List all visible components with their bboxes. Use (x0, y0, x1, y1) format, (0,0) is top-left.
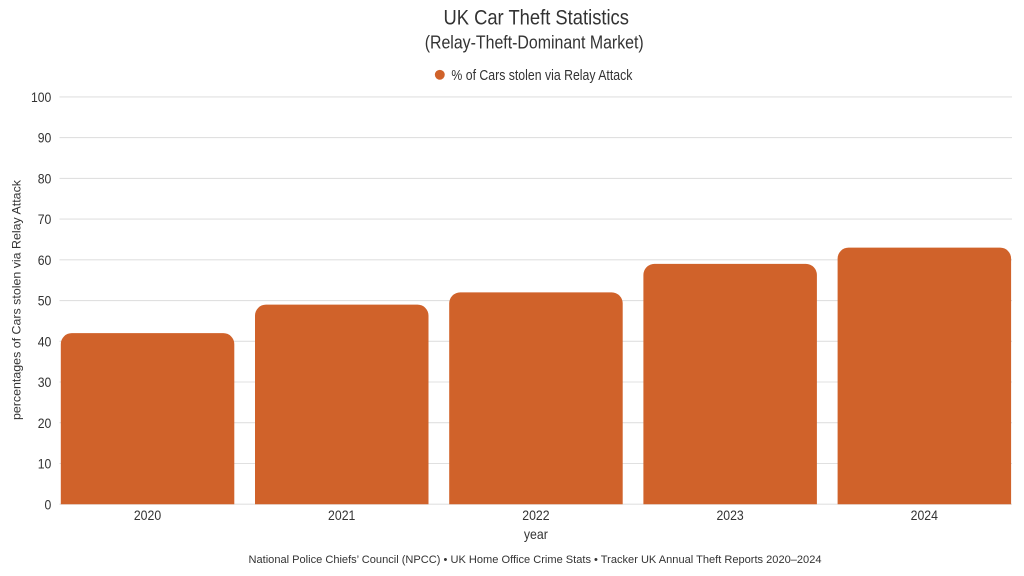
svg-text:70: 70 (38, 211, 52, 227)
svg-text:80: 80 (38, 171, 52, 187)
svg-text:2021: 2021 (328, 508, 355, 523)
svg-text:20: 20 (38, 415, 52, 431)
svg-text:(Relay-Theft-Dominant Market): (Relay-Theft-Dominant Market) (425, 33, 644, 53)
svg-text:2020: 2020 (134, 508, 162, 523)
svg-text:National Police Chiefs’ Counci: National Police Chiefs’ Council (NPCC) •… (249, 554, 822, 566)
svg-text:40: 40 (38, 333, 52, 349)
svg-text:0: 0 (45, 496, 52, 512)
svg-text:% of Cars stolen via Relay Att: % of Cars stolen via Relay Attack (451, 68, 633, 84)
svg-text:2023: 2023 (716, 508, 743, 523)
svg-text:percentages of Cars stolen via: percentages of Cars stolen via Relay Att… (10, 179, 24, 420)
svg-text:100: 100 (31, 89, 51, 105)
svg-text:year: year (524, 527, 548, 542)
svg-text:2022: 2022 (522, 508, 549, 523)
svg-text:10: 10 (38, 456, 52, 472)
svg-text:50: 50 (38, 293, 52, 309)
svg-text:90: 90 (38, 130, 52, 146)
svg-text:60: 60 (38, 252, 52, 268)
svg-text:UK Car Theft Statistics: UK Car Theft Statistics (443, 6, 629, 30)
svg-text:30: 30 (38, 374, 52, 390)
svg-text:2024: 2024 (911, 508, 939, 523)
